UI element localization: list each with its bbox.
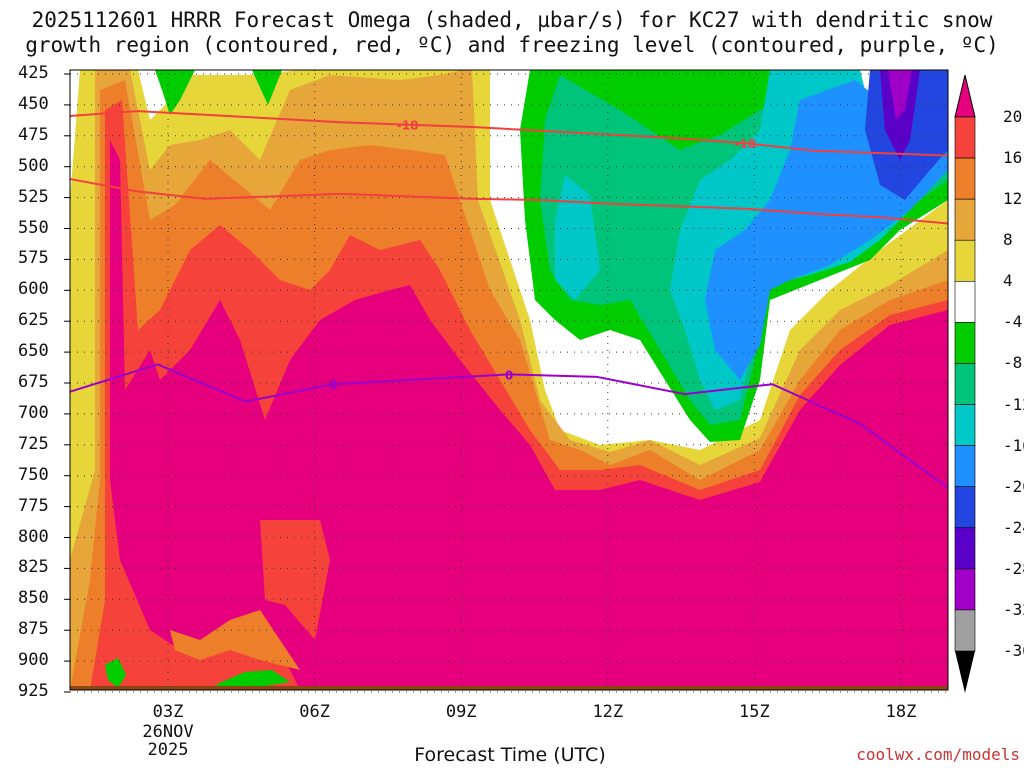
colorbar-label: 8 <box>1003 230 1013 250</box>
colorbar-swatch <box>954 198 976 241</box>
colorbar <box>954 74 976 693</box>
x-tick-label: 12Z <box>592 702 624 722</box>
y-tick-label: 600 <box>18 279 49 300</box>
colorbar-label: -36 <box>1003 641 1024 660</box>
y-tick-label: 900 <box>18 650 49 671</box>
colorbar-top-arrow <box>954 74 976 118</box>
x-tick-label: 18Z <box>885 702 917 722</box>
y-tick-label: 750 <box>18 464 49 485</box>
plot-frame <box>69 69 949 691</box>
y-tick-label: 550 <box>18 217 49 238</box>
credit-link[interactable]: coolwx.com/models <box>856 745 1020 764</box>
y-tick-label: 525 <box>18 186 49 207</box>
date-label-day: 26NOV <box>142 722 194 742</box>
y-tick-label: 775 <box>18 495 49 516</box>
colorbar-label: -16 <box>1003 435 1024 455</box>
x-tick-label: 03Z <box>152 702 184 722</box>
colorbar-swatch <box>954 157 976 200</box>
colorbar-label: 4 <box>1003 271 1013 291</box>
colorbar-label: -20 <box>1003 476 1024 496</box>
dgz-contour-minus18-label: -18 <box>397 119 419 133</box>
y-tick-label: 450 <box>18 93 49 114</box>
x-tick-label: 06Z <box>299 702 330 722</box>
x-axis-title: Forecast Time (UTC) <box>414 744 606 766</box>
dgz-contour-minus18-label: -18 <box>735 137 757 151</box>
dgz-contour-minus12 <box>69 178 949 225</box>
omega-patch-green-2 <box>252 70 282 105</box>
colorbar-label: -4 <box>1003 312 1023 332</box>
omega-pocket-red <box>260 520 330 640</box>
chart-title-line-1: 2025112601 HRRR Forecast Omega (shaded, … <box>31 8 993 32</box>
colorbar-label: 20 <box>1003 107 1023 126</box>
colorbar-label: 12 <box>1003 189 1023 209</box>
freezing-level-contour-label: 0 <box>505 368 513 382</box>
colorbar-label: -8 <box>1003 353 1023 373</box>
colorbar-label: -12 <box>1003 394 1024 414</box>
y-tick-label: 500 <box>18 155 49 176</box>
ground-strip <box>70 686 948 690</box>
y-tick-label: 825 <box>18 557 49 578</box>
y-tick-label: 625 <box>18 310 49 331</box>
x-tick-label: 15Z <box>739 702 770 722</box>
omega-pocket-orange <box>170 610 300 670</box>
omega-fill-neg32 <box>888 70 912 120</box>
grid <box>64 70 948 693</box>
omega-patch-green-3 <box>105 658 126 688</box>
colorbar-swatch <box>954 322 976 364</box>
colorbar-swatch <box>954 239 976 282</box>
chart-title-line-2: growth region (contoured, red, ºC) and f… <box>25 33 999 57</box>
y-tick-label: 475 <box>18 124 49 145</box>
colorbar-swatch <box>954 609 976 652</box>
y-tick-label: 700 <box>18 402 49 423</box>
x-tick-label: 09Z <box>445 702 477 722</box>
omega-patch-green-1 <box>155 70 195 115</box>
colorbar-swatch <box>954 281 976 323</box>
y-tick-label: 575 <box>18 248 49 269</box>
colorbar-label: -28 <box>1003 558 1024 578</box>
y-tick-label: 850 <box>18 588 49 609</box>
contours: -18 -18 0 0 <box>69 110 949 489</box>
colorbar-swatch <box>954 404 976 446</box>
y-tick-label: 925 <box>18 681 49 701</box>
dgz-contour-minus18 <box>69 110 949 157</box>
y-tick-label: 650 <box>18 341 49 362</box>
colorbar-swatch <box>954 445 976 487</box>
colorbar-swatch <box>954 486 976 529</box>
colorbar-label: -32 <box>1003 599 1024 619</box>
freezing-level-contour <box>69 363 949 489</box>
colorbar-swatch <box>954 568 976 611</box>
omega-patch-green-4 <box>215 670 290 690</box>
colorbar-bottom-arrow <box>955 651 975 693</box>
date-label-year: 2025 <box>147 740 189 760</box>
freezing-level-contour-label: 0 <box>329 378 337 392</box>
omega-fill-neg16-b <box>555 175 600 300</box>
colorbar-swatch <box>954 116 976 159</box>
y-tick-label: 875 <box>18 619 49 640</box>
y-tick-label: 800 <box>18 526 49 547</box>
omega-shading <box>70 70 948 690</box>
y-tick-label: 675 <box>18 372 49 392</box>
colorbar-swatch <box>954 527 976 570</box>
y-tick-label: 425 <box>18 63 49 83</box>
y-tick-label: 725 <box>18 433 49 454</box>
colorbar-label: 16 <box>1003 148 1023 168</box>
colorbar-label: -24 <box>1003 517 1024 537</box>
colorbar-swatch <box>954 363 976 405</box>
